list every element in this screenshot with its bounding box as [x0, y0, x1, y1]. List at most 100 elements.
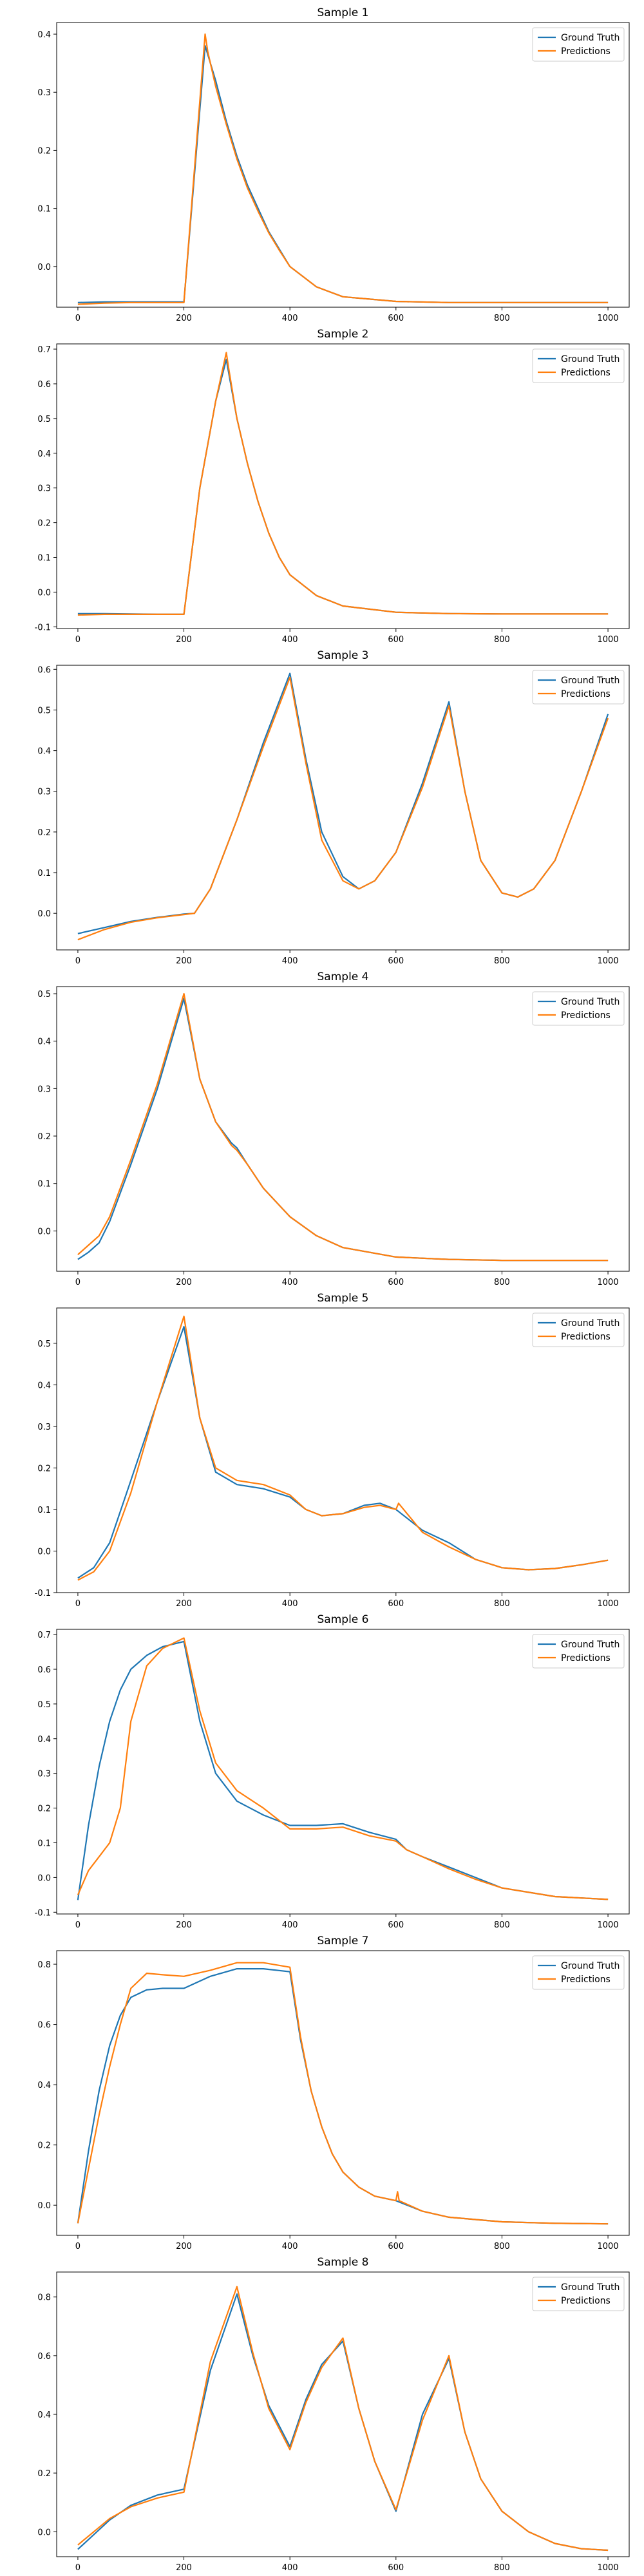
- y-tick-label: 0.3: [37, 1084, 51, 1094]
- y-tick-label: 0.2: [37, 1464, 51, 1473]
- y-tick-label: 0.0: [37, 263, 51, 272]
- y-tick-label: 0.1: [37, 869, 51, 878]
- legend-label: Ground Truth: [561, 1318, 620, 1329]
- legend: Ground Truth Predictions: [532, 670, 625, 705]
- x-tick-label: 200: [176, 635, 192, 645]
- axes-frame: [56, 986, 630, 1272]
- chart-title: Sample 2: [317, 328, 369, 341]
- y-tick-label: 0.2: [37, 1132, 51, 1142]
- x-tick-label: 1000: [598, 956, 619, 966]
- chart-title: Sample 6: [317, 1613, 369, 1626]
- y-tick-label: 0.0: [37, 2201, 51, 2211]
- chart-panel-3: Sample 3 0 200 400 600 800 1000 0.0 0.1 0.2 0.3 0.4…: [37, 649, 630, 966]
- series-line-ground-truth: [77, 672, 609, 934]
- legend-label: Ground Truth: [561, 997, 620, 1007]
- legend-box: [532, 1955, 625, 1990]
- y-tick-label: 0.2: [37, 2469, 51, 2479]
- y-tick-label: 0.0: [37, 2528, 51, 2537]
- x-tick-label: 0: [75, 2242, 80, 2251]
- y-tick-label: 0.6: [37, 665, 51, 675]
- y-tick-label: 0.8: [37, 1960, 51, 1970]
- legend: Ground Truth Predictions: [532, 2277, 625, 2311]
- y-tick-label: 0.5: [37, 706, 51, 715]
- y-tick-label: 0.0: [37, 588, 51, 598]
- y-tick-label: 0.4: [37, 2410, 51, 2420]
- x-tick-label: 800: [494, 2563, 510, 2573]
- legend-label: Predictions: [561, 368, 611, 378]
- legend: Ground Truth Predictions: [532, 27, 625, 62]
- series-line-predictions: [77, 676, 609, 941]
- x-tick-label: 400: [282, 1278, 298, 1287]
- y-tick-label: 0.2: [37, 1804, 51, 1814]
- legend-box: [532, 27, 625, 62]
- x-tick-label: 1000: [598, 1920, 619, 1930]
- chart-panel-8: Sample 8 0 200 400 600 800 1000 0.0 0.2 0.4 0.6 0.8…: [37, 2256, 630, 2573]
- legend-label: Ground Truth: [561, 354, 620, 365]
- y-tick-label: 0.7: [37, 345, 51, 355]
- chart-title: Sample 4: [317, 971, 369, 983]
- chart-title: Sample 1: [317, 6, 369, 19]
- y-tick-label: 0.5: [37, 1700, 51, 1710]
- x-tick-label: 1000: [598, 1278, 619, 1287]
- x-tick-label: 0: [75, 635, 80, 645]
- series-line-ground-truth: [77, 44, 609, 303]
- chart-panel-7: Sample 7 0 200 400 600 800 1000 0.0 0.2 0.4 0.6 0.8…: [37, 1935, 630, 2251]
- x-tick-label: 600: [388, 314, 404, 323]
- axes-frame: [56, 2271, 630, 2557]
- y-tick-label: 0.2: [37, 2141, 51, 2151]
- x-tick-label: 0: [75, 314, 80, 323]
- x-tick-label: 400: [282, 1599, 298, 1609]
- series-line-predictions: [77, 1962, 609, 2225]
- y-tick-label: 0.6: [37, 1665, 51, 1675]
- y-tick-label: 0.5: [37, 415, 51, 424]
- series-line-predictions: [77, 1637, 609, 1900]
- x-tick-label: 200: [176, 1599, 192, 1609]
- y-tick-label: 0.4: [37, 1037, 51, 1047]
- x-tick-label: 400: [282, 2242, 298, 2251]
- chart-title: Sample 3: [317, 649, 369, 662]
- x-tick-label: 200: [176, 1920, 192, 1930]
- legend: Ground Truth Predictions: [532, 991, 625, 1026]
- legend-label: Predictions: [561, 1332, 611, 1342]
- legend-label: Ground Truth: [561, 1640, 620, 1650]
- axes-frame: [56, 22, 630, 308]
- legend-label: Ground Truth: [561, 1961, 620, 1971]
- y-tick-label: 0.6: [37, 2352, 51, 2362]
- legend-label: Ground Truth: [561, 676, 620, 686]
- x-tick-label: 800: [494, 1920, 510, 1930]
- x-tick-label: 200: [176, 956, 192, 966]
- x-tick-label: 200: [176, 314, 192, 323]
- legend-label: Predictions: [561, 46, 611, 57]
- x-tick-label: 400: [282, 314, 298, 323]
- x-tick-label: 0: [75, 2563, 80, 2573]
- y-tick-label: -0.1: [35, 623, 51, 632]
- legend-box: [532, 670, 625, 705]
- series-line-ground-truth: [77, 1325, 609, 1579]
- legend-label: Ground Truth: [561, 2282, 620, 2293]
- y-tick-label: 0.2: [37, 828, 51, 838]
- x-tick-label: 600: [388, 2242, 404, 2251]
- y-tick-label: 0.0: [37, 1547, 51, 1557]
- axes-frame: [56, 1307, 630, 1593]
- x-tick-label: 800: [494, 2242, 510, 2251]
- x-tick-label: 200: [176, 1278, 192, 1287]
- x-tick-label: 600: [388, 1599, 404, 1609]
- y-tick-label: 0.0: [37, 909, 51, 919]
- x-tick-label: 400: [282, 635, 298, 645]
- y-tick-label: 0.0: [37, 1227, 51, 1236]
- chart-title: Sample 8: [317, 2256, 369, 2269]
- y-tick-label: 0.1: [37, 1180, 51, 1189]
- legend-box: [532, 2277, 625, 2311]
- legend-box: [532, 1634, 625, 1669]
- y-tick-label: 0.3: [37, 1423, 51, 1432]
- axes-frame: [56, 1950, 630, 2236]
- x-tick-label: 800: [494, 956, 510, 966]
- series-line-predictions: [77, 992, 609, 1262]
- x-tick-label: 600: [388, 956, 404, 966]
- y-tick-label: 0.4: [37, 1381, 51, 1390]
- y-tick-label: 0.3: [37, 484, 51, 494]
- y-tick-label: 0.5: [37, 990, 51, 999]
- axes-frame: [56, 665, 630, 951]
- x-tick-label: 800: [494, 1278, 510, 1287]
